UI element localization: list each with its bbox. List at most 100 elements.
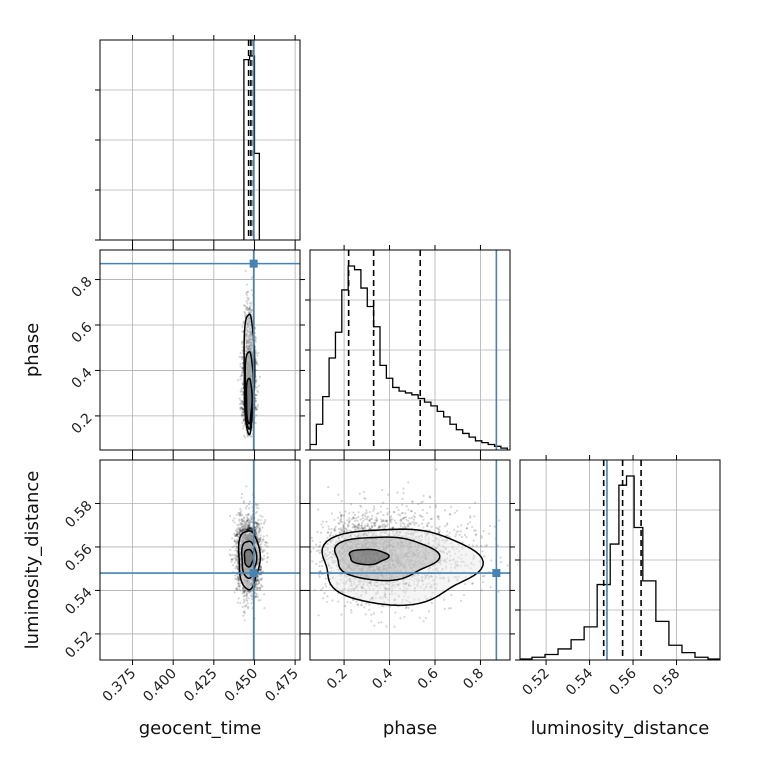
sample-point (257, 522, 260, 525)
sample-point (254, 526, 257, 529)
sample-point (255, 578, 259, 581)
sample-point (239, 529, 242, 532)
sample-point (242, 413, 245, 416)
x-tick-label: 0.52 (520, 666, 553, 699)
sample-point (241, 355, 244, 359)
joint-phase_vs_geocent_time (100, 250, 300, 450)
sample-point (237, 597, 240, 600)
sample-point (229, 548, 232, 551)
sample-point (258, 537, 262, 541)
sample-point (242, 320, 245, 323)
sample-point (248, 524, 251, 527)
sample-point (254, 530, 257, 533)
sample-point (233, 540, 236, 543)
sample-point (245, 523, 248, 526)
sample-point (237, 532, 240, 535)
sample-point (248, 527, 252, 530)
sample-point (243, 526, 247, 530)
sample-point (246, 528, 249, 531)
sample-point (248, 527, 251, 530)
sample-point (241, 400, 245, 403)
sample-point (235, 532, 238, 536)
sample-point (250, 595, 254, 598)
sample-point (235, 547, 238, 550)
sample-point (259, 566, 263, 569)
hist-phase (310, 250, 508, 450)
sample-point (238, 532, 241, 535)
sample-point (259, 569, 262, 572)
sample-point (246, 283, 249, 286)
sample-point (254, 522, 257, 525)
sample-point (232, 557, 235, 560)
sample-point (244, 521, 247, 524)
sample-point (240, 421, 244, 424)
sample-point (255, 522, 258, 525)
sample-point (250, 527, 253, 530)
sample-point (247, 298, 250, 302)
sample-point (250, 289, 253, 292)
sample-point (243, 520, 246, 523)
sample-point (243, 529, 246, 532)
sample-point (251, 527, 254, 530)
sample-point (239, 589, 242, 592)
sample-point (262, 557, 266, 561)
sample-point (233, 539, 236, 542)
sample-point (254, 406, 257, 409)
sample-point (235, 533, 239, 536)
sample-point (259, 514, 262, 517)
sample-point (254, 585, 257, 588)
sample-point (255, 510, 259, 513)
sample-point (239, 378, 242, 381)
sample-point (255, 521, 258, 524)
sample-point (243, 591, 246, 595)
sample-point (242, 419, 245, 422)
y-tick-label: 0.4 (69, 365, 96, 392)
sample-point (264, 518, 267, 522)
sample-point (247, 503, 250, 506)
sample-point (233, 521, 236, 524)
sample-point (255, 521, 258, 524)
sample-point (233, 517, 236, 520)
sample-point (245, 528, 248, 531)
sample-point (250, 308, 253, 312)
sample-point (255, 408, 259, 411)
sample-point (254, 503, 258, 506)
sample-point (266, 557, 269, 560)
sample-point (255, 526, 258, 529)
sample-point (241, 411, 244, 414)
sample-point (246, 525, 249, 528)
sample-point (250, 518, 253, 521)
sample-point (236, 558, 239, 561)
sample-point (247, 512, 250, 516)
sample-point (237, 578, 241, 582)
sample-point (240, 492, 244, 496)
sample-point (240, 518, 243, 521)
sample-point (255, 378, 258, 381)
sample-point (242, 611, 245, 614)
sample-point (256, 587, 259, 590)
sample-point (238, 513, 241, 517)
sample-point (255, 583, 258, 586)
sample-point (243, 590, 246, 593)
sample-point (257, 503, 260, 506)
sample-point (259, 534, 262, 537)
sample-point (245, 604, 248, 607)
sample-point (241, 407, 244, 411)
sample-point (250, 601, 253, 605)
sample-point (236, 530, 239, 533)
sample-point (243, 619, 246, 622)
sample-point (246, 524, 250, 527)
sample-point (241, 367, 244, 370)
sample-point (250, 302, 253, 305)
sample-point (245, 307, 248, 310)
sample-point (238, 519, 241, 522)
sample-point (255, 580, 258, 583)
sample-point (246, 528, 250, 531)
sample-point (247, 522, 250, 525)
sample-point (255, 578, 259, 581)
sample-point (245, 527, 249, 531)
sample-point (240, 413, 243, 416)
sample-point (241, 366, 244, 369)
sample-point (234, 533, 237, 537)
sample-point (255, 386, 259, 389)
